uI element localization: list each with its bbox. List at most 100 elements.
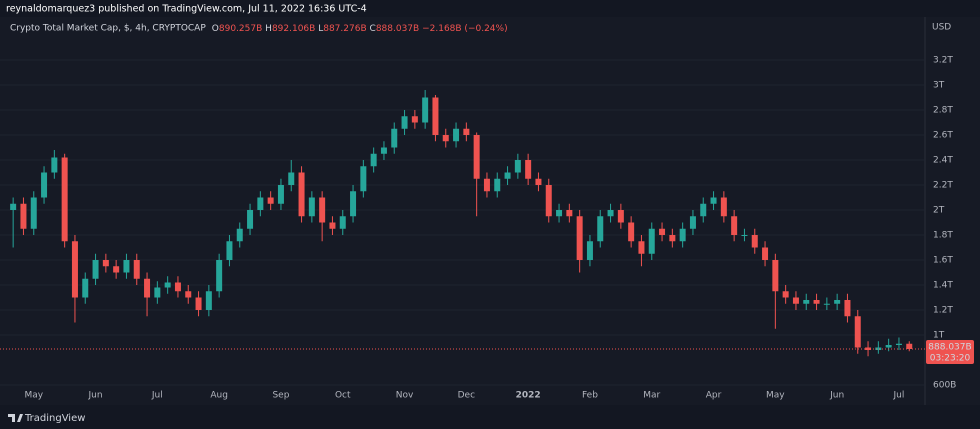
candle-body	[247, 210, 254, 229]
candle-body	[483, 178, 490, 192]
candle-body	[762, 247, 769, 260]
y-tick-label: 1.6T	[933, 256, 953, 266]
candle-body	[679, 228, 686, 242]
publish-header: reynaldomarquez3 published on TradingVie…	[6, 4, 367, 15]
x-tick-label: Jul	[893, 391, 905, 401]
x-tick-label: Feb	[582, 391, 598, 401]
candle-body	[113, 266, 120, 273]
candle-body	[844, 300, 851, 317]
candle-body	[813, 300, 820, 304]
countdown-label: 03:23:20	[930, 353, 971, 363]
plot-area	[0, 59, 925, 386]
candle-body	[463, 128, 470, 135]
candle-body	[205, 291, 212, 310]
candle-body	[308, 197, 315, 217]
x-tick-label: May	[24, 391, 43, 401]
candle-body	[885, 345, 892, 348]
candle-body	[277, 185, 284, 204]
candle-body	[741, 235, 748, 236]
candle-body	[895, 343, 902, 345]
candle-body	[731, 216, 738, 235]
candle-body	[391, 128, 398, 148]
y-tick-label: 2.6T	[933, 131, 953, 141]
x-tick-label: Apr	[706, 391, 722, 401]
candle-body	[226, 241, 233, 260]
candle-body	[360, 166, 367, 192]
footer-brand: TradingView	[24, 413, 85, 424]
candle-body	[576, 216, 583, 260]
chart-panel	[0, 17, 980, 405]
candle-body	[380, 147, 387, 154]
candle-body	[617, 210, 624, 223]
ohlc-key: L	[318, 24, 323, 34]
candle-body	[772, 260, 779, 292]
ohlc-key: H	[265, 24, 272, 34]
candle-body	[638, 241, 645, 254]
footer-logo: TradingView	[8, 413, 85, 424]
candle-body	[535, 178, 542, 185]
y-tick-label: 1.4T	[933, 281, 953, 291]
candle-body	[319, 197, 326, 223]
x-tick-label: Sep	[272, 391, 289, 401]
candle-body	[350, 191, 357, 217]
candle-body	[30, 197, 37, 229]
candle-body	[865, 347, 872, 350]
candle-body	[494, 178, 501, 192]
ohlc-value: 887.276B	[323, 24, 366, 34]
candle-body	[329, 222, 336, 229]
x-tick-label: Jul	[151, 391, 163, 401]
candle-body	[803, 300, 810, 304]
candle-body	[607, 210, 614, 217]
y-tick-label: 3T	[933, 81, 945, 91]
candle-body	[298, 172, 305, 217]
y-tick-label: 2T	[933, 206, 945, 216]
candle-body	[370, 153, 377, 167]
candle-body	[504, 172, 511, 179]
candle-body	[566, 210, 573, 217]
y-tick-label: 1T	[933, 331, 945, 341]
x-tick-label: Dec	[458, 391, 475, 401]
candle-body	[556, 210, 563, 217]
x-tick-label: 2022	[516, 391, 541, 401]
candle-body	[267, 197, 274, 204]
ohlc-key: O	[212, 24, 219, 34]
candle-body	[123, 260, 130, 273]
candle-body	[453, 128, 460, 142]
candle-body	[61, 157, 68, 242]
x-tick-label: Aug	[210, 391, 228, 401]
candle-body	[875, 347, 882, 350]
x-tick-label: Jun	[88, 391, 103, 401]
candle-body	[854, 316, 861, 348]
x-tick-label: Oct	[335, 391, 351, 401]
ohlc-key: C	[370, 24, 376, 34]
x-tick-label: May	[766, 391, 785, 401]
candle-body	[473, 135, 480, 179]
candle-body	[92, 260, 99, 279]
x-tick-label: Jun	[829, 391, 844, 401]
candle-body	[185, 291, 192, 298]
candle-body	[288, 172, 295, 185]
candle-body	[174, 282, 181, 292]
currency-label: USD	[932, 23, 951, 33]
candle-body	[20, 203, 27, 229]
candle-body	[164, 282, 171, 288]
candle-body	[628, 222, 635, 242]
candle-body	[432, 97, 439, 135]
ohlc-value: 892.106B	[272, 24, 315, 34]
candle-body	[514, 160, 521, 173]
candle-body	[195, 297, 202, 310]
ohlc-legend: O890.257B H892.106B L887.276B C888.037B …	[212, 24, 508, 34]
candle-body	[411, 116, 418, 123]
candle-body	[102, 260, 109, 267]
candle-body	[792, 297, 799, 304]
candle-body	[154, 287, 161, 298]
y-tick-label: 3.2T	[933, 56, 953, 66]
y-tick-label: 1.2T	[933, 306, 953, 316]
ohlc-change: −2.168B (−0.24%)	[422, 24, 508, 34]
x-tick-label: Mar	[643, 391, 660, 401]
candle-body	[751, 235, 758, 248]
y-tick-label: 2.2T	[933, 181, 953, 191]
candle-body	[720, 197, 727, 217]
candle-body	[257, 197, 264, 210]
